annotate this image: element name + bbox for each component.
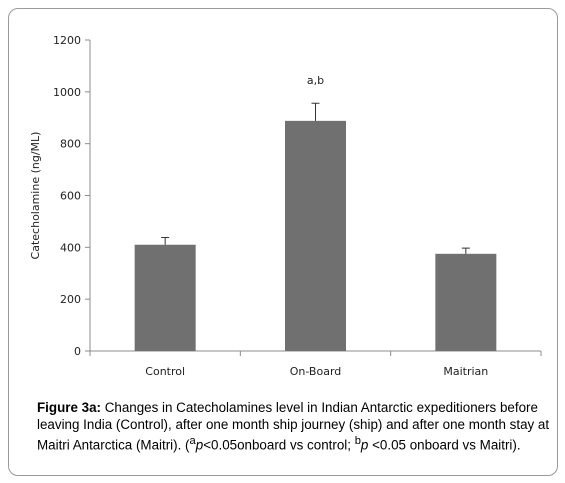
bar-chart: 0 200 400 600 800 1000 1200 Catecholamine (ng/M… (29, 34, 542, 378)
x-tick-label: On-Board (290, 365, 342, 378)
caption-lead: Figure 3a: (37, 400, 101, 415)
y-tick-label: 0 (74, 345, 81, 358)
x-tick-label: Control (145, 365, 185, 378)
caption-sup-b: b (354, 435, 361, 447)
caption-p-2: p (360, 437, 369, 453)
bar (134, 244, 196, 351)
y-tick-label: 1200 (53, 34, 81, 47)
figure-caption: Figure 3a: Changes in Catecholamines lev… (37, 399, 552, 453)
caption-text-2: <0.05onboard vs control; (203, 437, 355, 453)
caption-sup-a: a (189, 435, 196, 447)
bar (435, 253, 497, 351)
caption-p-1: p (195, 437, 204, 453)
y-tick-label: 400 (60, 241, 81, 254)
significance-label: a,b (307, 74, 324, 87)
y-tick-label: 600 (60, 190, 81, 203)
bar (285, 120, 346, 351)
y-tick-label: 800 (60, 138, 81, 151)
caption-text-3: <0.05 onboard vs Maitri). (368, 437, 521, 453)
x-tick-label: Maitrian (443, 365, 488, 378)
figure-frame: 0 200 400 600 800 1000 1200 Catecholamine (ng/M… (8, 8, 558, 476)
y-tick-label: 200 (60, 293, 81, 306)
y-axis-label: Catecholamine (ng/ML) (29, 132, 42, 260)
caption-text-1: Changes in Catecholamines level in India… (37, 400, 550, 453)
y-tick-label: 1000 (53, 86, 81, 99)
